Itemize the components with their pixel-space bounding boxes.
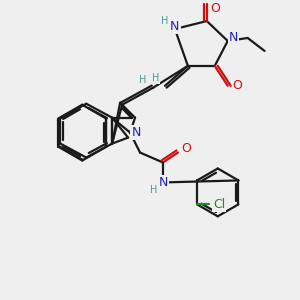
Text: O: O bbox=[181, 142, 191, 155]
Text: O: O bbox=[233, 79, 243, 92]
Text: Cl: Cl bbox=[213, 198, 225, 211]
Text: H: H bbox=[161, 16, 169, 26]
Text: H: H bbox=[150, 185, 158, 195]
Text: N: N bbox=[229, 32, 238, 44]
Text: N: N bbox=[131, 126, 141, 139]
Text: H: H bbox=[152, 73, 160, 83]
Text: N: N bbox=[158, 176, 168, 189]
Text: H: H bbox=[139, 75, 147, 85]
Text: O: O bbox=[210, 2, 220, 15]
Text: N: N bbox=[170, 20, 180, 32]
